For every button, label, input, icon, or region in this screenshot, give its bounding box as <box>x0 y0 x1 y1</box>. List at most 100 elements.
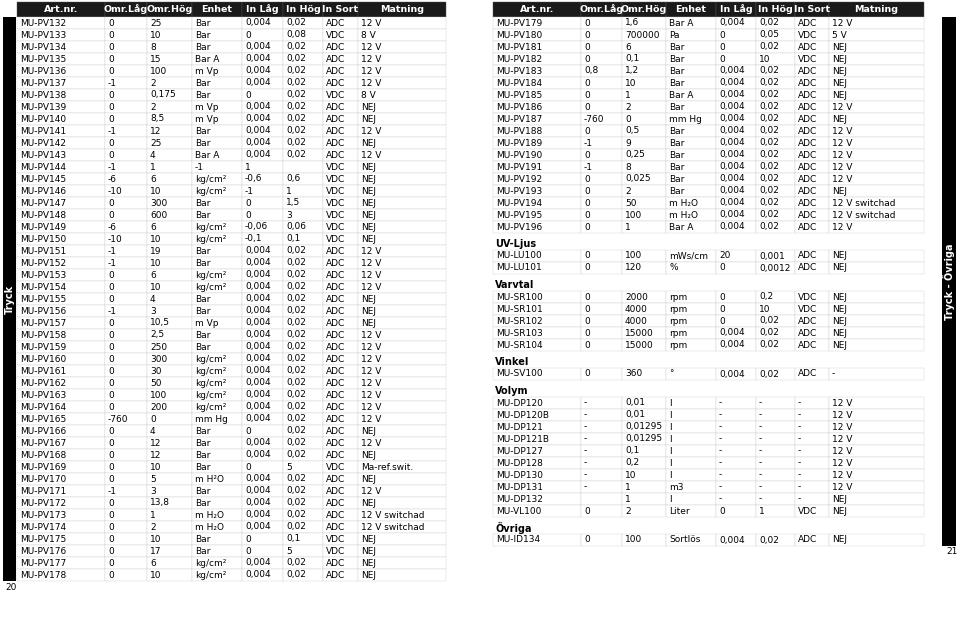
Text: 0,02: 0,02 <box>286 18 306 28</box>
Bar <box>192 269 242 281</box>
Bar <box>716 101 756 113</box>
Bar <box>666 149 716 161</box>
Bar <box>323 137 358 149</box>
Text: ADC: ADC <box>326 427 345 435</box>
Text: 120: 120 <box>625 264 643 272</box>
Bar <box>358 281 446 293</box>
Text: VDC: VDC <box>326 210 345 219</box>
Text: 100: 100 <box>625 252 643 260</box>
Text: l: l <box>669 435 671 444</box>
Text: NEJ: NEJ <box>361 547 376 556</box>
Text: 12 V: 12 V <box>832 470 853 480</box>
Bar <box>942 17 956 546</box>
Text: NEJ: NEJ <box>832 535 847 545</box>
Text: MU-SR103: MU-SR103 <box>496 329 543 337</box>
Text: 0: 0 <box>108 66 114 75</box>
Text: NEJ: NEJ <box>832 264 847 272</box>
Bar <box>716 421 756 433</box>
Text: 0: 0 <box>719 42 725 51</box>
Text: MU-PV186: MU-PV186 <box>496 102 542 111</box>
Bar <box>147 185 192 197</box>
Text: 12 V: 12 V <box>361 54 382 63</box>
Text: -760: -760 <box>108 415 129 423</box>
Text: 0: 0 <box>108 379 114 387</box>
Text: ADC: ADC <box>798 66 817 75</box>
Text: 17: 17 <box>150 547 161 556</box>
Text: Matning: Matning <box>380 5 424 14</box>
Text: 12 V: 12 V <box>832 162 853 171</box>
Bar <box>105 545 147 557</box>
Bar <box>242 317 283 329</box>
Bar <box>666 433 716 445</box>
Bar <box>192 185 242 197</box>
Text: -: - <box>798 494 802 504</box>
Text: 0,004: 0,004 <box>719 162 744 171</box>
Text: 0,004: 0,004 <box>719 535 744 545</box>
Text: Bar: Bar <box>195 126 210 135</box>
Text: 0,02: 0,02 <box>759 66 779 75</box>
Text: 10: 10 <box>150 535 161 544</box>
Bar <box>192 281 242 293</box>
Bar <box>283 353 323 365</box>
Text: UV-Ljus: UV-Ljus <box>495 239 536 249</box>
Bar <box>17 173 105 185</box>
Bar <box>283 293 323 305</box>
Text: 0,1: 0,1 <box>625 54 640 63</box>
Text: 0,02: 0,02 <box>759 222 779 231</box>
Bar <box>192 485 242 497</box>
Text: Bar: Bar <box>669 54 685 63</box>
Text: 0,1: 0,1 <box>286 535 300 544</box>
Bar <box>795 481 829 493</box>
Bar <box>829 149 924 161</box>
Bar <box>829 53 924 65</box>
Text: 0: 0 <box>108 499 114 507</box>
Bar <box>192 149 242 161</box>
Bar <box>622 397 666 409</box>
Bar <box>716 409 756 421</box>
Bar <box>283 281 323 293</box>
Bar <box>756 397 795 409</box>
Bar <box>622 2 666 17</box>
Text: 10: 10 <box>150 463 161 471</box>
Bar <box>242 2 283 17</box>
Text: MU-PV169: MU-PV169 <box>20 463 66 471</box>
Text: m H₂O: m H₂O <box>195 523 224 532</box>
Text: ADC: ADC <box>326 283 345 291</box>
Bar <box>622 137 666 149</box>
Bar <box>358 41 446 53</box>
Bar <box>622 303 666 315</box>
Text: 1: 1 <box>625 482 631 492</box>
Bar <box>756 2 795 17</box>
Text: 10: 10 <box>625 470 637 480</box>
Text: 0: 0 <box>108 283 114 291</box>
Text: NEJ: NEJ <box>361 174 376 183</box>
Bar <box>323 113 358 125</box>
Text: 0,004: 0,004 <box>245 511 270 520</box>
Bar <box>358 77 446 89</box>
Text: %: % <box>669 264 678 272</box>
Bar <box>716 262 756 274</box>
Text: MU-DP120: MU-DP120 <box>496 399 543 408</box>
Text: 8 V: 8 V <box>361 30 376 39</box>
Text: 12 V: 12 V <box>361 331 382 339</box>
Text: 12 V: 12 V <box>361 415 382 423</box>
Bar <box>323 425 358 437</box>
Text: 12 V: 12 V <box>361 283 382 291</box>
Bar <box>242 173 283 185</box>
Text: 0: 0 <box>108 547 114 556</box>
Text: 12: 12 <box>150 451 161 459</box>
Bar <box>358 413 446 425</box>
Bar <box>147 173 192 185</box>
Bar <box>622 53 666 65</box>
Text: 5 V: 5 V <box>832 30 847 39</box>
Text: MU-DP120B: MU-DP120B <box>496 411 549 420</box>
Text: 2,5: 2,5 <box>150 331 164 339</box>
Bar <box>242 497 283 509</box>
Text: m Vp: m Vp <box>195 66 219 75</box>
Bar <box>105 425 147 437</box>
Bar <box>829 303 924 315</box>
Text: 0: 0 <box>584 329 590 337</box>
Text: 0: 0 <box>625 114 631 123</box>
Bar <box>283 473 323 485</box>
Text: MU-PV154: MU-PV154 <box>20 283 66 291</box>
